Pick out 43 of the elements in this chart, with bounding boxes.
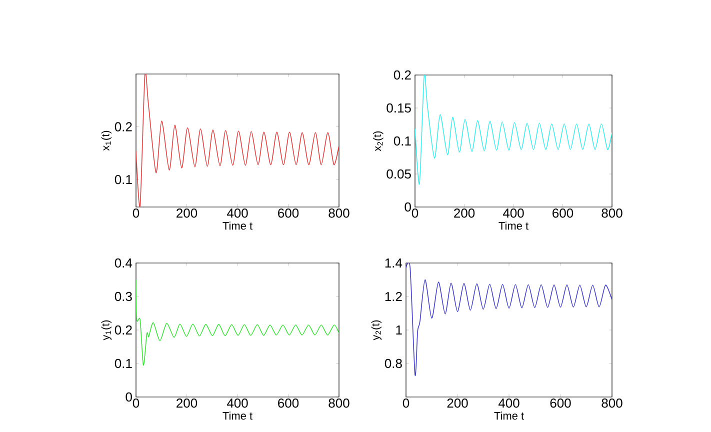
x-tick-label: 0	[412, 208, 418, 218]
y-tick-label: 0.2	[114, 325, 132, 335]
y-axis-title: x$_{1}$(t)	[101, 130, 112, 151]
y-tick-label: 0.1	[394, 136, 411, 146]
y-tick-label: 1.2	[385, 292, 402, 302]
x-tick-label: 200	[447, 398, 468, 408]
x-tick-label: 400	[502, 208, 524, 218]
x-tick-label: 600	[278, 208, 299, 218]
x-tick-label: 800	[328, 208, 350, 218]
x-tick-label: 600	[278, 398, 299, 408]
y-tick-label: 0.4	[114, 258, 132, 268]
x-tick-label: 600	[550, 398, 571, 408]
line-series	[136, 74, 339, 207]
y-tick-label: 1.4	[385, 258, 402, 268]
x-axis-title: Time t	[494, 412, 524, 420]
x-tick-label: 400	[226, 398, 248, 408]
x-tick-label: 800	[328, 398, 350, 408]
y-axis-title: y$_{2}$(t)	[371, 320, 382, 340]
y-tick-label: 0.1	[114, 358, 132, 368]
line-series	[415, 75, 612, 184]
y-tick-label: 0.1	[114, 174, 132, 184]
x-tick-label: 400	[226, 208, 248, 218]
y-tick-label: 0.3	[114, 292, 132, 302]
x-tick-label: 800	[602, 398, 622, 408]
y-tick-label: 0.2	[394, 70, 411, 80]
y-tick-label: 0.15	[386, 103, 411, 113]
x-axis-title: Time t	[222, 412, 252, 420]
x-tick-label: 0	[132, 208, 140, 218]
y-axis-title: y$_{1}$(t)	[101, 320, 112, 340]
x-tick-label: 800	[602, 208, 622, 218]
y-tick-label: 0.8	[384, 358, 402, 368]
x-tick-label: 200	[454, 208, 475, 218]
x-tick-label: 200	[176, 398, 198, 408]
y-tick-label: 0.2	[114, 122, 132, 132]
x-axis-title: Time t	[222, 222, 252, 230]
x-tick-label: 400	[498, 398, 520, 408]
x-tick-label: 600	[552, 208, 574, 218]
x-tick-label: 200	[176, 208, 198, 218]
y-tick-label: 1	[396, 326, 402, 334]
x-tick-label: 0	[132, 398, 140, 408]
y-tick-label: 0.05	[386, 169, 411, 179]
y-axis-title: x$_{2}$(t)	[373, 131, 384, 152]
x-axis-title: Time t	[498, 222, 528, 230]
